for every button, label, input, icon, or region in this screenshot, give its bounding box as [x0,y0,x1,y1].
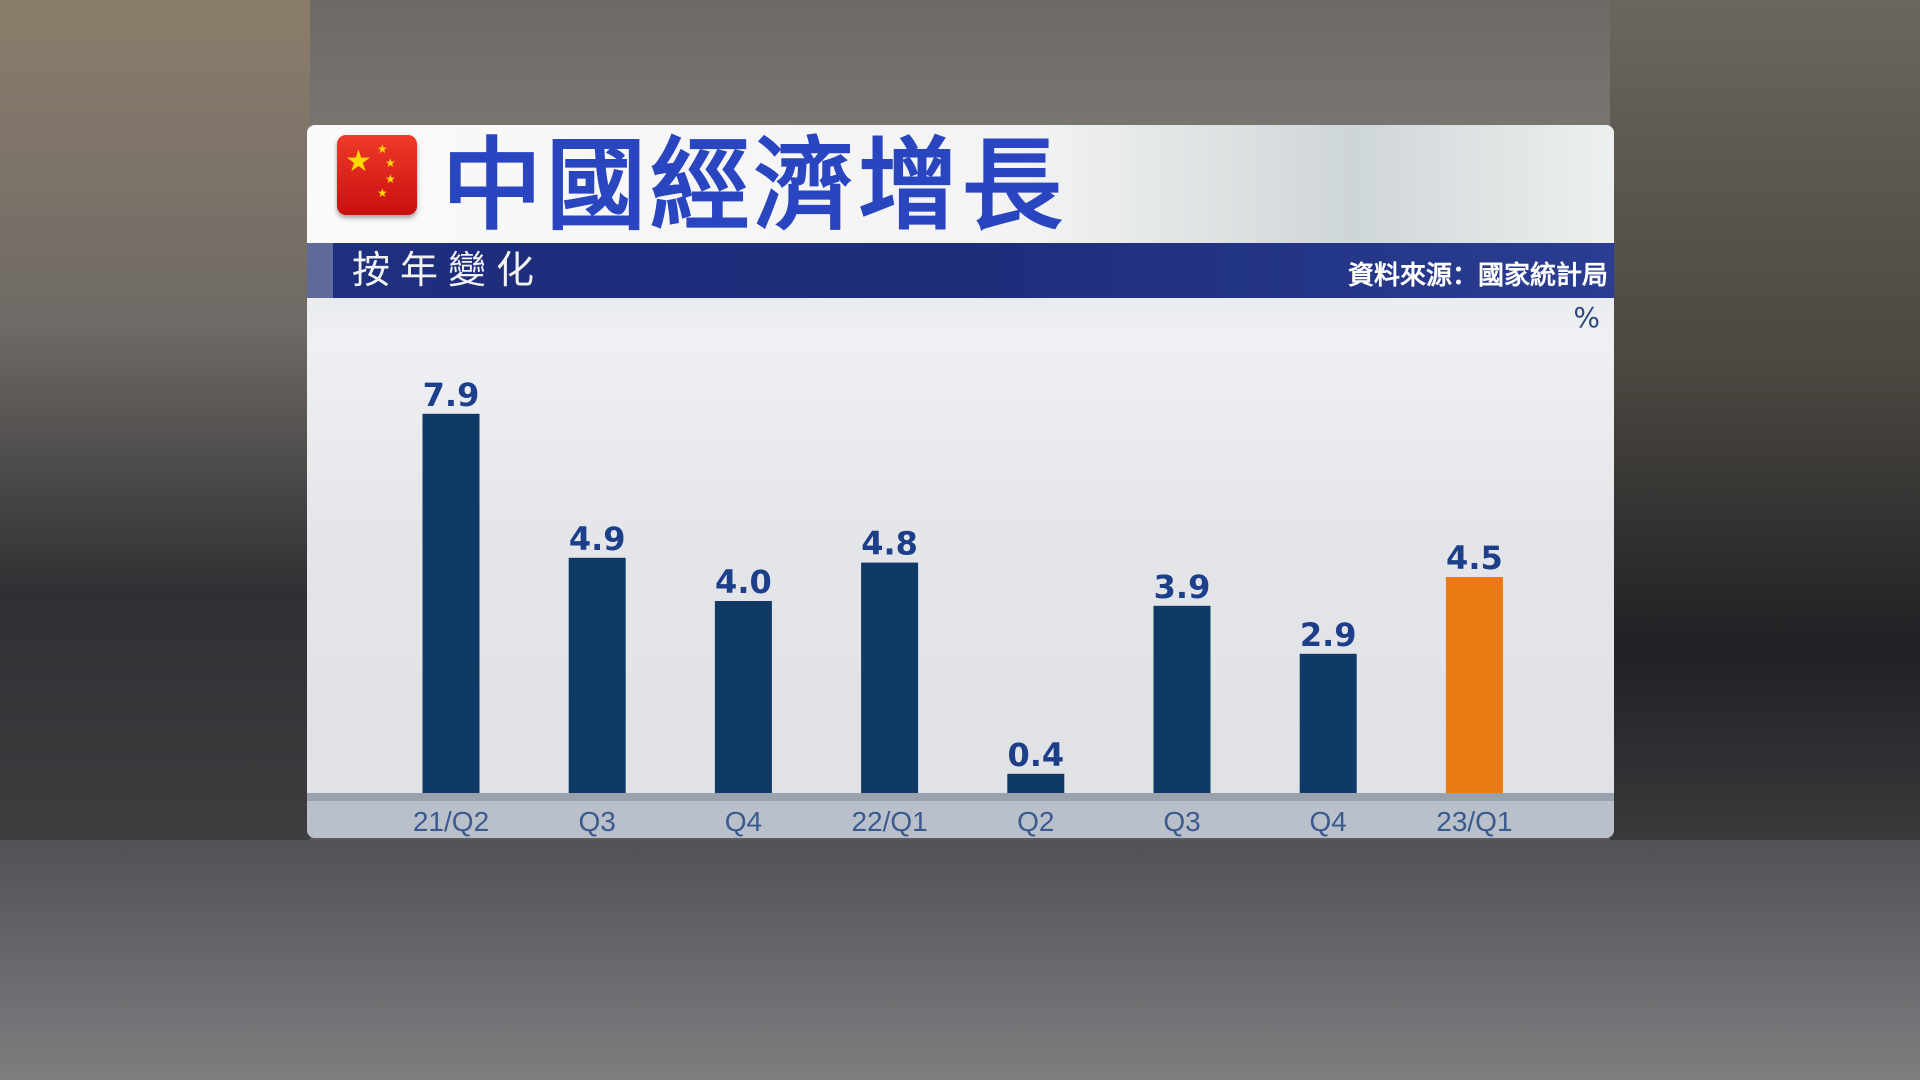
bar [1007,773,1065,793]
china-flag-icon: ★ ★ ★ ★ ★ [337,135,417,215]
data-label: 2.9 [1300,616,1357,654]
data-label: 4.8 [861,525,918,563]
baseline [307,793,1614,801]
category-label: Q3 [579,806,616,837]
data-label: 7.9 [423,376,480,414]
axis-footer [307,801,1614,838]
bar-chart: 7.9 21/Q2 4.9 Q3 4.0 Q4 4.8 22/Q1 0.4 Q2 3.9 Q3 2.9 Q… [307,376,1614,837]
chart-panel: ★ ★ ★ ★ ★ 中國經濟增長 按年變化 資料來源：國家統計局 % 7.9 21… [307,125,1614,838]
unit-label: % [1573,301,1600,334]
category-label: 23/Q1 [1436,806,1512,837]
data-label: 0.4 [1007,736,1064,774]
category-label: Q3 [1163,806,1200,837]
chart-title: 中國經濟增長 [442,127,1066,244]
chart-subtitle: 按年變化 [352,248,545,292]
data-label: 3.9 [1154,568,1211,606]
band-marker [307,243,333,298]
category-label: Q2 [1017,806,1054,837]
data-label: 4.5 [1446,539,1503,577]
bar [1299,653,1357,793]
bar [422,413,480,793]
category-label: Q4 [1310,806,1347,837]
subtitle-band: 按年變化 資料來源：國家統計局 [307,243,1614,298]
data-source: 資料來源：國家統計局 [1347,261,1608,291]
bar [714,601,772,793]
bar [1153,605,1211,793]
category-label: 21/Q2 [413,806,489,837]
title-bar: ★ ★ ★ ★ ★ 中國經濟增長 [307,125,1614,244]
bar [861,562,919,793]
bar [1445,577,1503,793]
data-label: 4.0 [715,563,772,601]
data-label: 4.9 [569,520,626,558]
background-road [0,840,1920,1080]
bar [568,557,626,793]
category-label: 22/Q1 [851,806,927,837]
category-label: Q4 [725,806,762,837]
